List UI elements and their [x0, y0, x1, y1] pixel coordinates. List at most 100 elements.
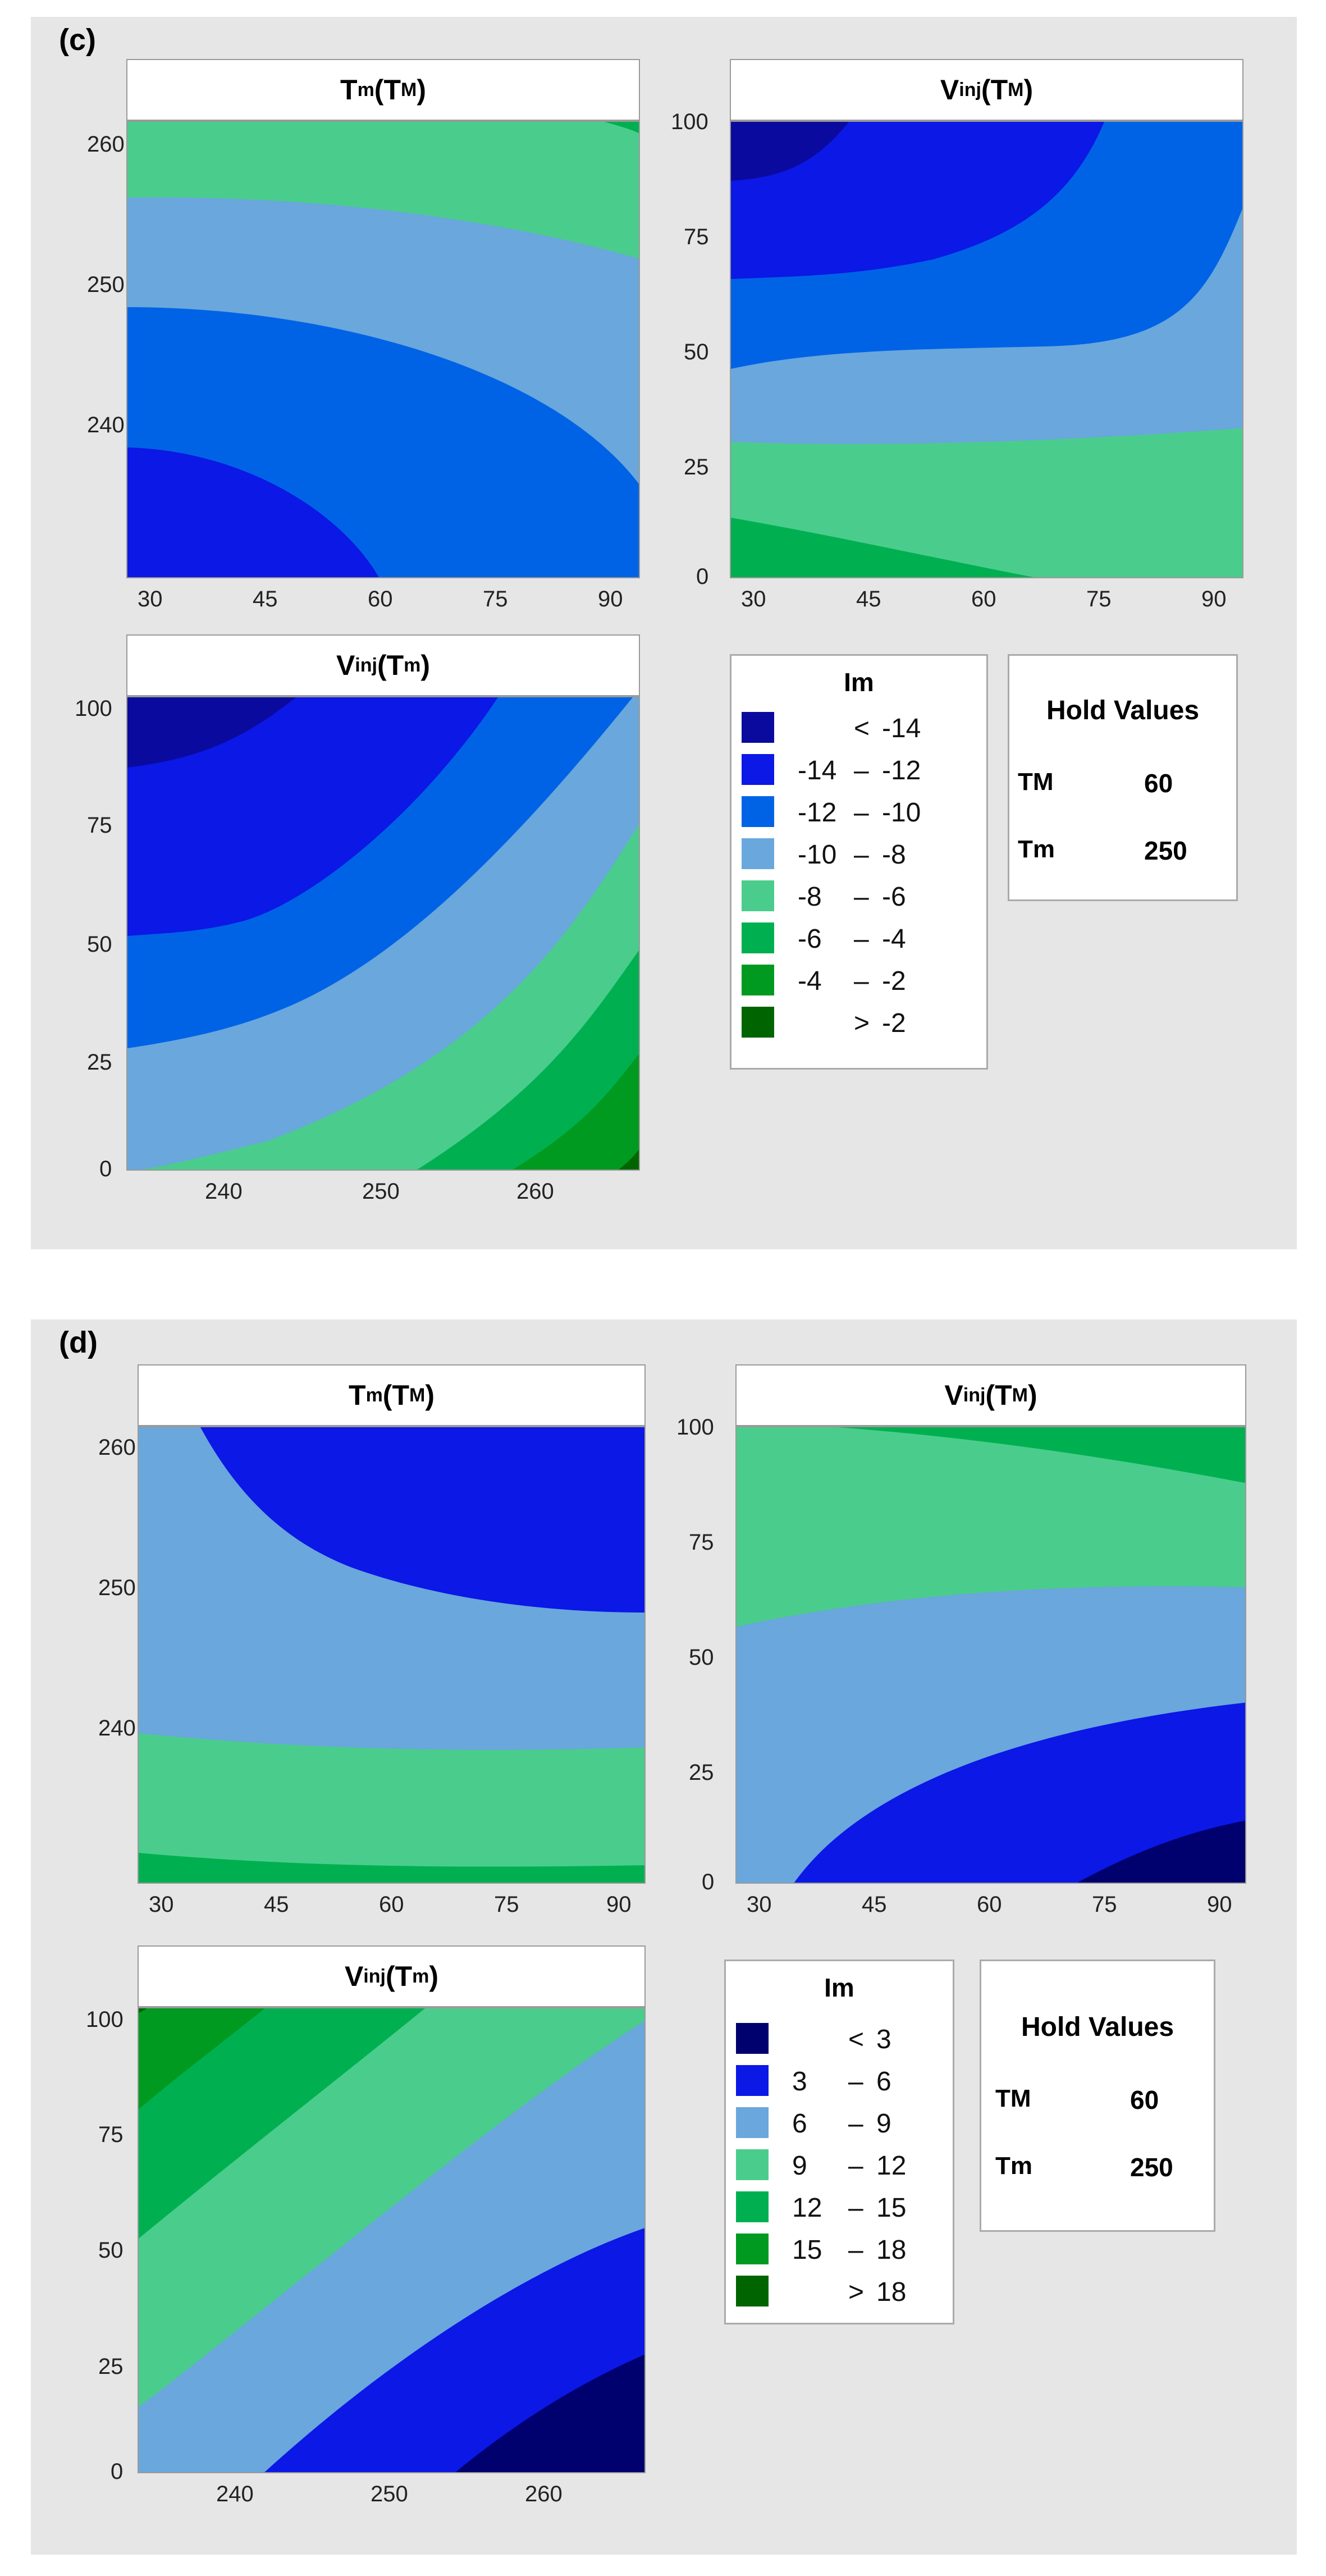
x-tick-label: 240 — [216, 2482, 254, 2506]
legend-entry: -14– -12 — [742, 754, 944, 785]
hold-value: 250 — [1144, 836, 1187, 865]
contour-band — [455, 2354, 644, 2472]
legend-entry: 9 –12 — [736, 2149, 938, 2181]
legend-high: -2 — [882, 1008, 906, 1038]
legend-swatch — [736, 2191, 769, 2222]
x-tick-label: 30 — [741, 587, 766, 611]
contour-area — [735, 1426, 1246, 1884]
contour-band — [200, 1427, 644, 1613]
contour-band — [731, 518, 1034, 577]
legend-swatch — [742, 796, 774, 827]
legend-sep: – — [854, 882, 869, 912]
legend-title: Im — [824, 1973, 854, 2002]
y-tick-label: 240 — [87, 413, 125, 437]
x-tick-label: 60 — [368, 587, 393, 611]
contour-band — [127, 697, 296, 768]
legend-sep: – — [848, 2067, 863, 2097]
hold-values-title: Hold Values — [1046, 696, 1200, 725]
legend-sep: < — [854, 714, 870, 743]
hold-label: Tm — [1018, 835, 1055, 863]
contour-band — [127, 697, 498, 936]
legend-high: 18 — [876, 2277, 907, 2307]
y-tick-label: 25 — [98, 2354, 124, 2379]
legend-high: -10 — [882, 798, 921, 828]
legend-high: -6 — [882, 882, 906, 912]
y-tick-label: 75 — [684, 225, 709, 249]
y-tick-label: 250 — [98, 1575, 136, 1600]
legend-swatch — [736, 2023, 769, 2054]
legend-swatch — [742, 1007, 774, 1038]
contour-band — [731, 428, 1242, 577]
hold-value: 60 — [1130, 2085, 1159, 2114]
contour-area — [138, 2007, 646, 2473]
x-tick-label: 45 — [253, 587, 278, 611]
contour-band — [139, 2008, 425, 2239]
y-tick-label: 50 — [98, 2238, 124, 2263]
legend-title: Im — [844, 668, 874, 697]
legend-sep: – — [848, 2193, 863, 2223]
legend-swatch — [736, 2065, 769, 2096]
x-tick-label: 260 — [525, 2482, 563, 2506]
legend-sep: – — [848, 2151, 863, 2181]
legend-sep: – — [854, 798, 869, 828]
y-tick-label: 75 — [87, 813, 112, 838]
legend-entry: -10– -8 — [742, 838, 944, 870]
contour-band — [731, 122, 1104, 279]
panel-label-c: (c) — [59, 23, 96, 57]
hold-label: Tm — [995, 2152, 1032, 2180]
legend-entry: <3 — [736, 2023, 938, 2054]
contour-band — [139, 2008, 147, 2013]
x-tick-label: 250 — [362, 1179, 400, 1204]
y-tick-label: 50 — [684, 340, 709, 364]
legend-low: 12 — [792, 2193, 822, 2223]
legend-low: -12 — [798, 798, 837, 828]
x-tick-label: 30 — [138, 587, 163, 611]
legend-swatch — [742, 880, 774, 911]
contour-area — [138, 1426, 646, 1884]
contour-band — [838, 1427, 1245, 1483]
hold-label: TM — [1018, 768, 1054, 796]
legend-sep: – — [848, 2109, 863, 2139]
legend-entry: -8 – -6 — [742, 880, 944, 912]
legend-low: -10 — [798, 840, 837, 870]
legend-c: Im < -14 -14– -12 -12– -10 -10– -8 -8– -6 -6– -4 -4–… — [730, 654, 988, 1070]
y-tick-label: 260 — [87, 132, 125, 157]
legend-entry: -12– -10 — [742, 796, 944, 828]
y-tick-label: 100 — [676, 1415, 714, 1440]
contour-band — [794, 1702, 1245, 1883]
x-tick-label: 75 — [494, 1892, 519, 1917]
y-tick-label: 50 — [87, 932, 112, 957]
y-tick-label: 0 — [99, 1157, 112, 1181]
legend-high: 6 — [876, 2067, 891, 2097]
legend-sep: < — [848, 2025, 865, 2054]
x-tick-label: 45 — [856, 587, 881, 611]
legend-high: -2 — [882, 966, 906, 996]
legend-high: -14 — [882, 714, 921, 743]
contour-area — [730, 121, 1243, 578]
y-tick-label: 25 — [87, 1050, 112, 1075]
x-tick-label: 60 — [379, 1892, 404, 1917]
legend-sep: > — [848, 2277, 865, 2307]
x-tick-label: 90 — [598, 587, 623, 611]
legend-high: -12 — [882, 756, 921, 785]
legend-swatch — [736, 2234, 769, 2264]
y-tick-label: 250 — [87, 272, 125, 297]
y-tick-label: 25 — [684, 455, 709, 479]
contour-band — [737, 1427, 1245, 1627]
legend-swatch — [742, 712, 774, 743]
hold-value: 250 — [1130, 2153, 1173, 2182]
y-tick-label: 260 — [98, 1435, 136, 1460]
legend-sep: – — [854, 840, 869, 870]
legend-low: -8 — [798, 882, 822, 912]
legend-high: 15 — [876, 2193, 907, 2223]
x-tick-label: 260 — [516, 1179, 554, 1204]
x-tick-label: 60 — [977, 1892, 1002, 1917]
legend-entry: < -14 — [742, 712, 944, 743]
x-tick-label: 60 — [971, 587, 996, 611]
legend-entry: -4 – -2 — [742, 965, 944, 996]
legend-entry: 15–18 — [736, 2234, 938, 2265]
x-tick-label: 90 — [1201, 587, 1227, 611]
